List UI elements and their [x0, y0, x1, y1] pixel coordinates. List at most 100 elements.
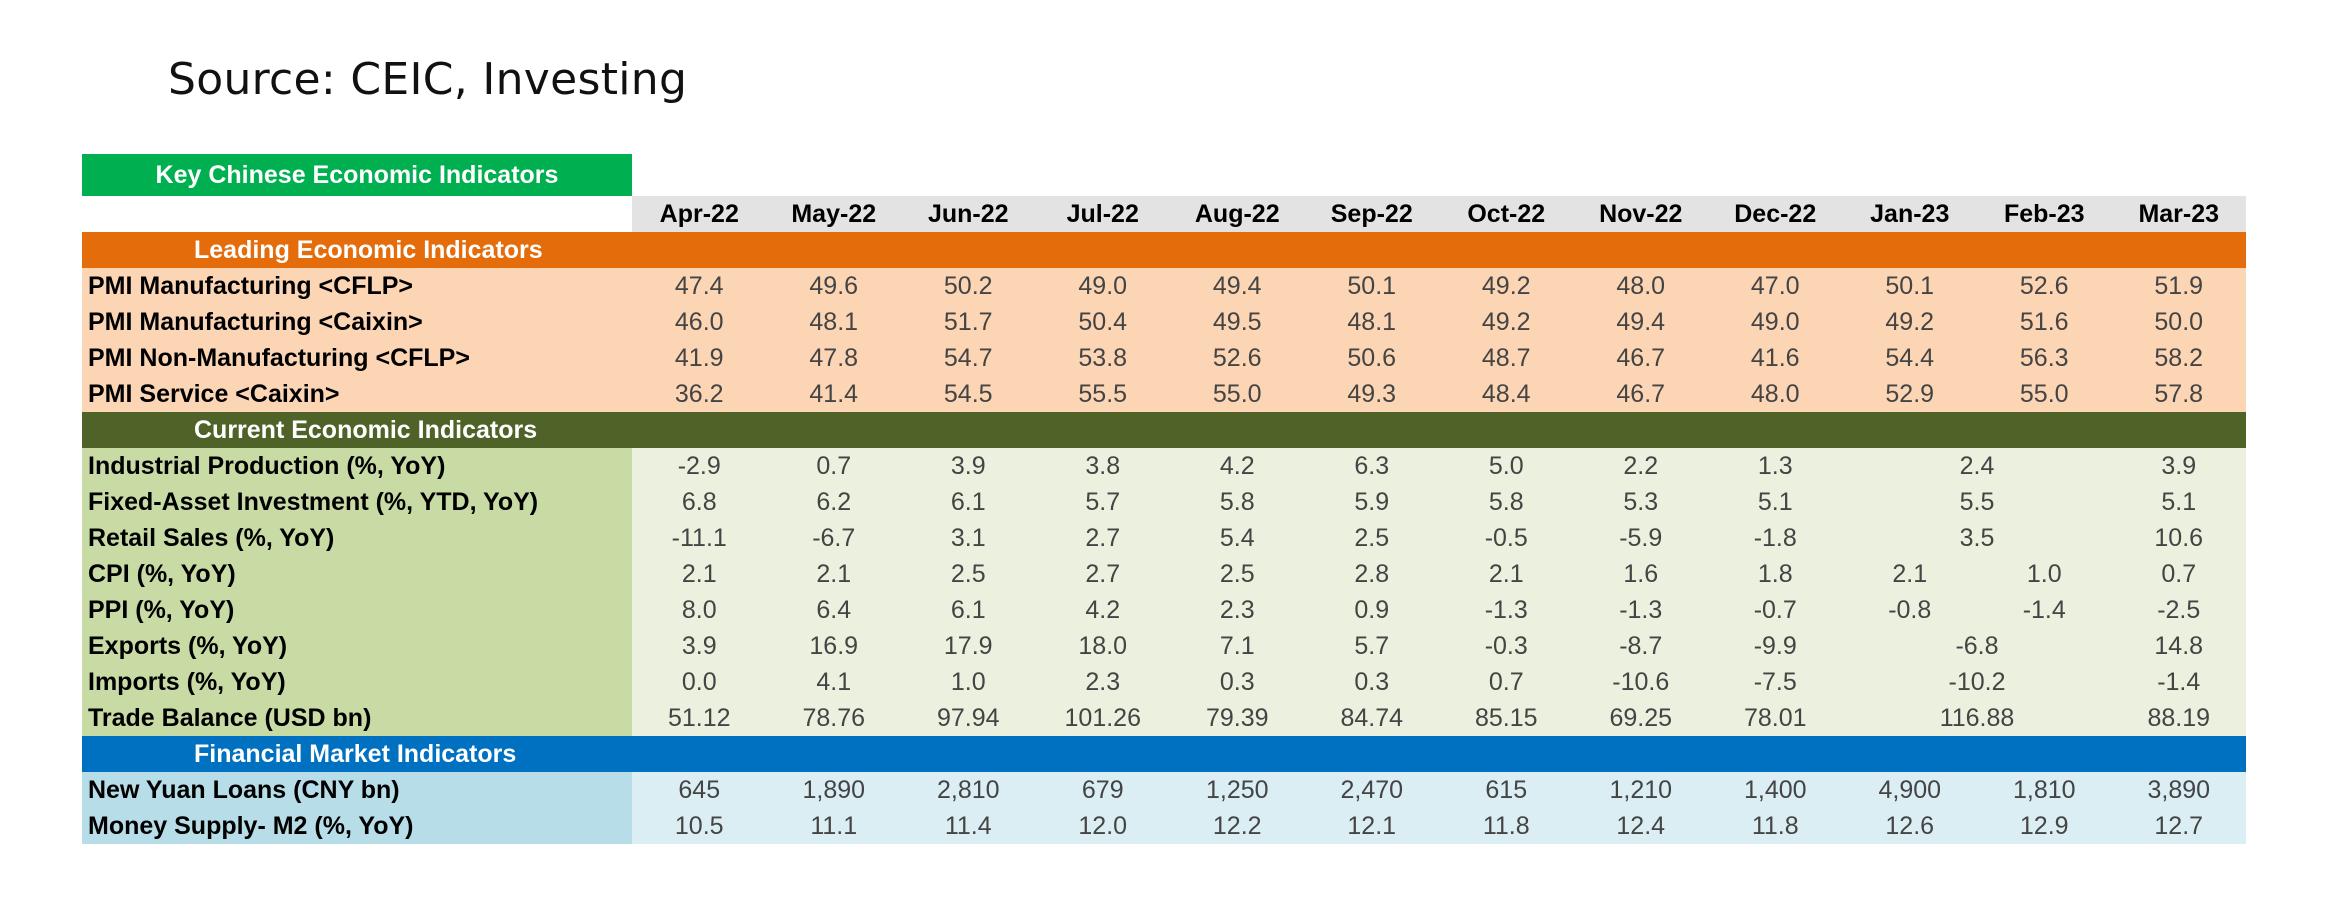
data-cell: -0.7 — [1753, 595, 1797, 624]
data-cell: 1,890 — [802, 775, 866, 804]
data-cell: 7.1 — [1219, 631, 1255, 660]
data-cell: 2.1 — [1488, 559, 1524, 588]
section-title: Financial Market Indicators — [194, 739, 517, 768]
data-cell: 88.19 — [2147, 703, 2211, 732]
data-cell: 6.1 — [950, 595, 986, 624]
data-cell: -1.3 — [1619, 595, 1663, 624]
data-cell: 10.6 — [2154, 523, 2204, 552]
data-cell: 17.9 — [943, 631, 993, 660]
data-cell: 47.8 — [809, 343, 859, 372]
row-label: Imports (%, YoY) — [82, 664, 632, 700]
data-cell: 101.26 — [1064, 703, 1141, 732]
data-cell: 57.8 — [2154, 379, 2204, 408]
data-cell: 41.6 — [1750, 343, 1800, 372]
table-row: Retail Sales (%, YoY) -11.1 -6.7 3.1 2.7 5.4 2… — [82, 520, 2246, 556]
data-cell: 0.9 — [1354, 595, 1390, 624]
data-cell: 49.2 — [1481, 307, 1531, 336]
data-cell: 58.2 — [2154, 343, 2204, 372]
data-cell: 1.3 — [1757, 451, 1793, 480]
data-cell: 54.4 — [1885, 343, 1935, 372]
row-label: PMI Manufacturing <Caixin> — [82, 304, 632, 340]
data-cell: 5.7 — [1085, 487, 1121, 516]
data-cell: 3.9 — [681, 631, 717, 660]
row-label: Fixed-Asset Investment (%, YTD, YoY) — [82, 484, 632, 520]
row-label: PMI Service <Caixin> — [82, 376, 632, 412]
data-cell: 1,400 — [1743, 775, 1807, 804]
data-cell: 6.1 — [950, 487, 986, 516]
row-label: Trade Balance (USD bn) — [82, 700, 632, 736]
data-cell: 14.8 — [2154, 631, 2204, 660]
data-cell: 2.1 — [681, 559, 717, 588]
data-cell: 5.1 — [2161, 487, 2197, 516]
section-header-row: Financial Market Indicators — [82, 736, 2246, 772]
data-cell: 4.1 — [816, 667, 852, 696]
data-cell: -10.2 — [1948, 667, 2006, 696]
data-cell: 2.1 — [1892, 559, 1928, 588]
data-cell: 50.1 — [1885, 271, 1935, 300]
data-cell: 1.0 — [2026, 559, 2062, 588]
data-cell: -0.3 — [1484, 631, 1528, 660]
data-cell: 36.2 — [674, 379, 724, 408]
data-cell: 51.7 — [943, 307, 993, 336]
data-cell: 1.6 — [1623, 559, 1659, 588]
data-cell: 5.9 — [1354, 487, 1390, 516]
data-cell: 5.0 — [1488, 451, 1524, 480]
data-cell: 1,210 — [1609, 775, 1673, 804]
column-header-row: Apr-22 May-22 Jun-22 Jul-22 Aug-22 Sep-22 Oct-… — [82, 196, 2246, 232]
data-cell: 0.0 — [681, 667, 717, 696]
data-cell: 2.3 — [1085, 667, 1121, 696]
data-cell: -2.5 — [2157, 595, 2201, 624]
data-cell: 47.4 — [674, 271, 724, 300]
data-cell: 2.4 — [1959, 451, 1995, 480]
row-label: PMI Non-Manufacturing <CFLP> — [82, 340, 632, 376]
data-cell: -11.1 — [671, 523, 727, 552]
data-cell: 11.4 — [944, 811, 992, 840]
column-header-nov-22: Nov-22 — [1599, 199, 1683, 228]
data-cell: 16.9 — [809, 631, 859, 660]
data-cell: 46.7 — [1616, 379, 1666, 408]
data-cell: 48.1 — [809, 307, 859, 336]
data-cell: -0.5 — [1484, 523, 1528, 552]
column-header-aug-22: Aug-22 — [1194, 199, 1280, 228]
data-cell: 55.0 — [2019, 379, 2069, 408]
data-cell: 4.2 — [1085, 595, 1121, 624]
data-cell: -1.3 — [1484, 595, 1528, 624]
data-cell: 56.3 — [2019, 343, 2069, 372]
data-cell: -1.4 — [2157, 667, 2201, 696]
column-header-spacer — [82, 196, 632, 232]
data-cell: 48.1 — [1347, 307, 1397, 336]
section-title: Leading Economic Indicators — [194, 235, 543, 264]
data-cell: 5.4 — [1219, 523, 1255, 552]
data-cell: 48.0 — [1616, 271, 1666, 300]
table-row: CPI (%, YoY) 2.1 2.1 2.5 2.7 2.5 2.8 2.1 1.6 1.8 2… — [82, 556, 2246, 592]
data-cell: 2.2 — [1623, 451, 1659, 480]
data-cell: 41.9 — [674, 343, 724, 372]
data-cell: 50.1 — [1347, 271, 1397, 300]
data-cell: 6.3 — [1354, 451, 1390, 480]
data-cell: 54.7 — [943, 343, 993, 372]
data-cell: 55.0 — [1212, 379, 1262, 408]
data-cell: 2.1 — [816, 559, 852, 588]
table-row: PMI Manufacturing <CFLP> 47.4 49.6 50.2 49.0… — [82, 268, 2246, 304]
data-cell: 3.5 — [1959, 523, 1995, 552]
data-cell: 78.01 — [1743, 703, 1807, 732]
table-row: PMI Non-Manufacturing <CFLP> 41.9 47.8 54.7… — [82, 340, 2246, 376]
data-cell: 50.4 — [1078, 307, 1128, 336]
data-cell: 46.7 — [1616, 343, 1666, 372]
data-cell: 49.6 — [809, 271, 859, 300]
row-label: CPI (%, YoY) — [82, 556, 632, 592]
table-row: Industrial Production (%, YoY) -2.9 0.7 3.9… — [82, 448, 2246, 484]
data-cell: 11.8 — [1482, 811, 1530, 840]
column-header-sep-22: Sep-22 — [1330, 199, 1413, 228]
column-header-oct-22: Oct-22 — [1467, 199, 1546, 228]
data-cell: 2.7 — [1085, 559, 1121, 588]
data-cell: -9.9 — [1753, 631, 1797, 660]
table-row: Exports (%, YoY) 3.9 16.9 17.9 18.0 7.1 5.7 -0.… — [82, 628, 2246, 664]
data-cell: 2.5 — [950, 559, 986, 588]
data-cell: 2.5 — [1354, 523, 1390, 552]
data-cell: -6.8 — [1955, 631, 1999, 660]
data-cell: -1.4 — [2022, 595, 2066, 624]
data-cell: 49.0 — [1750, 307, 1800, 336]
data-cell: 12.9 — [2019, 811, 2069, 840]
table-row: New Yuan Loans (CNY bn) 645 1,890 2,810 679 1… — [82, 772, 2246, 808]
